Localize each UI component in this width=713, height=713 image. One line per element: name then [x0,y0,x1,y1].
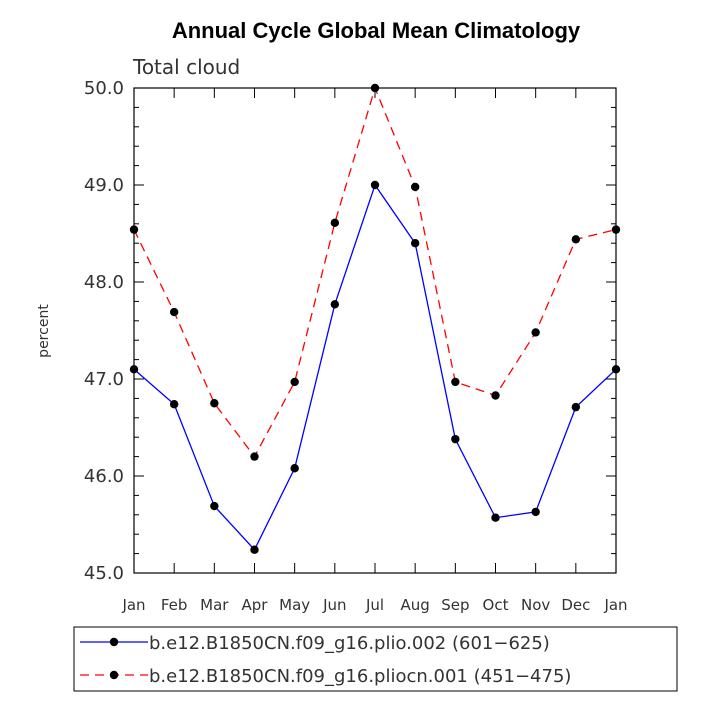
y-tick-label: 45.0 [84,563,124,584]
x-tick-label: Mar [200,596,229,614]
chart-title: Annual Cycle Global Mean Climatology [172,18,581,43]
legend-label-1: b.e12.B1850CN.f09_g16.plio.002 (601−625) [149,633,550,654]
y-tick-label: 48.0 [84,272,124,293]
series-1-point [290,464,299,473]
x-tick-label: Jun [322,596,346,614]
series-1-point [611,365,621,374]
series-2-point [290,377,299,387]
series-1-point [330,300,340,309]
x-tick-label: Jan [121,596,145,614]
x-tick-label: Nov [521,596,550,614]
y-axis-label: percent [36,304,52,358]
y-tick-label: 49.0 [84,175,124,196]
series-1-point [571,402,581,412]
x-tick-label: Jul [365,596,384,614]
series-2-point [250,452,259,461]
legend-box [73,626,678,692]
legend: b.e12.B1850CN.f09_g16.plio.002 (601−625)… [73,626,678,692]
y-tick-label: 50.0 [84,78,124,99]
legend-label-2: b.e12.B1850CN.f09_g16.pliocn.001 (451−47… [149,666,571,687]
legend-marker-2 [109,670,119,680]
series-1-point [451,434,460,444]
y-tick-label: 47.0 [84,369,124,390]
x-tick-label: May [279,596,310,614]
series-2-point [169,307,179,317]
plot-frame [133,87,617,574]
series-2-point [410,182,420,192]
x-tick-label: Apr [242,596,269,614]
series-1-point [129,365,139,374]
series-1-point [169,400,179,409]
series-2-point [451,377,460,387]
series-1-line [133,183,617,551]
series-2-point [330,218,340,228]
series-1-point [250,545,259,554]
plot-area: 45.0 46.0 47.0 48.0 49.0 50.0 Jan Feb Mar Apr May J… [84,78,628,614]
series-2-point [611,225,621,234]
x-tick-label: Oct [483,596,509,614]
series-2-point [129,225,139,234]
series-2-point [571,235,581,244]
legend-marker-1 [109,637,119,647]
chart-subtitle: Total cloud [132,55,240,79]
x-tick-label: Jan [603,596,627,614]
series-2-point [531,328,540,337]
series-1-point [531,507,540,517]
x-tick-label: Sep [441,596,469,614]
series-1-point [370,180,380,190]
x-tick-label: Aug [401,596,430,614]
series-2-point [491,391,500,400]
x-tick-label: Dec [561,596,590,614]
series-2-point [370,83,380,93]
x-tick-label: Feb [161,596,188,614]
series-1-point [491,513,500,522]
series-2-point [210,399,219,408]
series-1-point [410,239,420,248]
series-1-point [210,501,219,511]
series-2-line [133,86,617,458]
y-tick-label: 46.0 [84,466,124,487]
